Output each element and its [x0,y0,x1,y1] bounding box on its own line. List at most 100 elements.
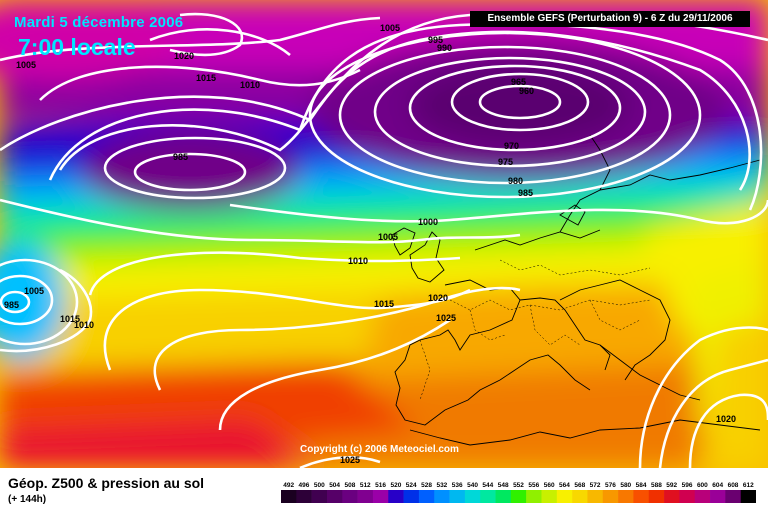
scale-label: 568 [574,482,585,489]
isobar-1020-east [688,393,768,468]
isobar-970 [408,64,622,152]
scale-swatch [664,490,680,503]
scale-label: 600 [697,482,708,489]
isobar-label: 1025 [340,455,360,465]
isobar-1005-north [0,16,381,62]
isobar-985-far-west [0,290,31,314]
isobar-1005 [0,198,521,244]
scale-label: 564 [559,482,570,489]
weather-map: 1005 1020 1015 1010 1005 995 990 965 960… [0,0,768,468]
scale-label: 576 [605,482,616,489]
scale-swatch [388,490,404,503]
scale-swatch [342,490,358,503]
isobar-label: 990 [437,43,452,53]
scale-swatch [495,490,512,503]
scale-swatch [587,490,604,503]
isobar-label: 1020 [716,414,736,424]
isobar-label: 985 [518,188,533,198]
scale-swatch [633,490,650,503]
scale-swatch [618,490,634,503]
scale-label: 540 [467,482,478,489]
isobar-label: 1010 [348,256,368,266]
scale-label: 492 [283,482,294,489]
isobar-label: 1015 [196,73,216,83]
scale-swatch [710,490,726,503]
isobar-1020 [153,286,521,391]
scale-label: 524 [406,482,417,489]
isobar-label: 1005 [16,60,36,70]
coastlines [391,134,761,446]
isobar-label: 970 [504,141,519,151]
scale-swatch [326,490,343,503]
forecast-time: 7:00 locale [18,34,136,60]
scale-swatch [556,490,573,503]
scale-swatch [403,490,420,503]
isobar-label: 995 [428,35,443,45]
scale-label: 548 [498,482,509,489]
scale-label: 528 [421,482,432,489]
scale-label: 512 [360,482,371,489]
scale-label: 496 [299,482,310,489]
isobar-1015-north [149,28,291,56]
forecast-date: Mardi 5 décembre 2006 [14,14,184,31]
isobar-label: 985 [173,152,188,162]
isobar-label: 1020 [174,51,194,61]
scale-swatch [434,490,450,503]
isobar-label: 1010 [240,80,260,90]
isobar-label: 975 [498,157,513,167]
color-scale-legend: 492 496 500 504 508 512 516 520 524 528 532 536 540 5… [281,482,756,503]
scale-label: 516 [375,482,386,489]
scale-swatch [464,490,481,503]
isobar-1010-east [638,326,768,468]
isobar-label: 1015 [60,314,80,324]
scale-label: 500 [314,482,325,489]
scale-swatch [281,490,297,503]
scale-label: 544 [482,482,493,489]
isobar-1010 [88,251,461,296]
isobars [0,11,768,468]
scale-labels: 492 496 500 504 508 512 516 520 524 528 532 536 540 5… [283,482,754,489]
scale-label: 520 [390,482,401,489]
scale-label: 560 [544,482,555,489]
isobar-1025-south [299,456,381,468]
isobar-1025 [218,318,451,431]
isobar-1015-east [658,358,768,468]
borders [419,259,651,401]
scale-label: 556 [528,482,539,489]
scale-label: 572 [590,482,601,489]
scale-swatch [480,490,496,503]
lead-time: (+ 144h) [8,494,47,505]
isobar-label: 1005 [380,23,400,33]
isobar-1010-far-west [0,268,93,353]
isobar-label: 1005 [24,286,44,296]
scale-swatch [725,490,741,503]
scale-label: 604 [712,482,723,489]
copyright-notice: Copyright (c) 2006 Meteociel.com [300,444,459,455]
isobar-1010-north [39,65,361,101]
isobar-965 [450,72,590,132]
scale-swatch [372,490,389,503]
scale-swatch [679,490,696,503]
isobar-995-far-west [0,274,54,326]
isobar-label: 1025 [436,313,456,323]
isobar-label: 960 [519,86,534,96]
isobar-985-west [133,152,247,192]
scale-swatch [541,490,558,503]
isobar-label: 1010 [74,320,94,330]
isobar-990 [58,30,751,191]
scale-label: 612 [743,482,754,489]
scale-label: 580 [620,482,631,489]
model-run-banner: Ensemble GEFS (Perturbation 9) - 6 Z du … [470,11,750,27]
isobar-labels: 1005 1020 1015 1010 1005 995 990 965 960… [4,23,736,465]
scale-swatch [572,490,588,503]
scale-swatch [694,490,711,503]
scale-label: 592 [666,482,677,489]
scale-label: 588 [651,482,662,489]
isobar-1020-north [169,12,244,57]
scale-swatch [602,490,619,503]
isobar-label: 1005 [378,232,398,242]
scale-label: 608 [728,482,739,489]
isobar-label: 1000 [418,217,438,227]
map-title: Géop. Z500 & pression au sol [8,475,205,491]
